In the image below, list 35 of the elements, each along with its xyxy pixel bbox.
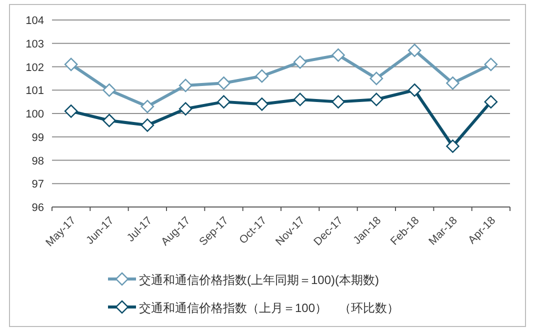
point [408,44,422,58]
legend-label: 交通和通信价格指数（上月＝100） （环比数） [139,301,400,315]
point [255,69,269,83]
point [64,58,78,72]
y-tick-label: 96 [32,202,44,214]
point [178,102,192,116]
y-tick-label: 103 [26,38,44,50]
y-tick-label: 98 [32,155,44,168]
y-tick-label: 97 [32,178,44,191]
point [217,76,230,90]
point [332,95,345,108]
point [332,48,345,62]
legend-label: 交通和通信价格指数(上年同期＝100)(本期数) [139,273,380,287]
y-tick-label: 102 [26,62,44,74]
point [140,100,154,114]
point [102,114,116,128]
point [484,58,498,72]
point [255,98,269,111]
y-tick-label: 101 [26,85,44,98]
point [408,83,422,97]
y-tick-label: 104 [26,15,44,27]
point [484,95,498,108]
point [446,76,460,90]
point [178,78,192,92]
point [293,92,307,106]
y-tick-label: 100 [26,108,44,120]
point [370,92,384,106]
point [370,72,384,86]
point [293,55,307,69]
point [102,83,116,97]
point [140,118,154,132]
point [217,95,230,108]
point [64,104,78,118]
point [446,140,460,153]
y-tick-label: 99 [32,132,44,144]
